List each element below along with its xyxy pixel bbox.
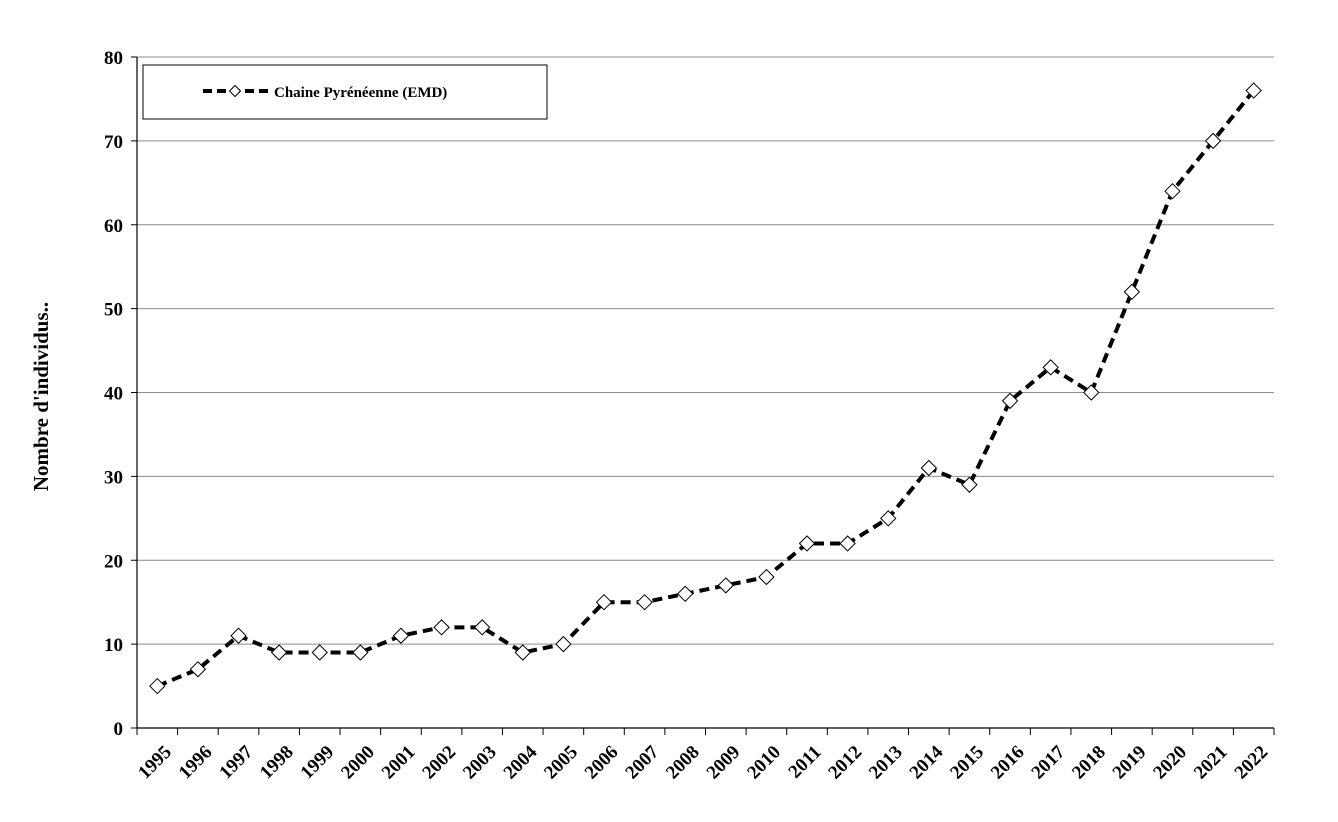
data-point — [433, 619, 450, 636]
x-tick-label: 2012 — [824, 742, 866, 784]
data-point — [230, 627, 247, 644]
x-tick-label: 2010 — [743, 742, 785, 784]
data-point — [595, 593, 613, 611]
x-tick-label: 2018 — [1068, 742, 1110, 784]
x-tick-label: 2004 — [500, 741, 542, 783]
x-tick-label: 1998 — [256, 742, 298, 784]
data-point — [1245, 82, 1262, 99]
data-point — [920, 459, 938, 477]
data-point — [1083, 384, 1100, 401]
x-tick-label: 2006 — [581, 742, 623, 784]
y-axis-label: Nombre d'individus.. — [29, 302, 53, 491]
y-tick-label: 0 — [114, 719, 124, 740]
x-tick-label: 2003 — [459, 742, 501, 784]
data-point — [149, 677, 166, 695]
x-tick-label: 2009 — [703, 742, 745, 784]
data-point — [514, 644, 531, 661]
data-point — [270, 644, 288, 661]
x-tick-label: 2020 — [1149, 742, 1191, 784]
data-point — [352, 644, 369, 661]
x-tick-label: 2016 — [987, 742, 1029, 784]
x-tick-label: 1996 — [175, 742, 217, 784]
y-tick-labels: 0 10 20 30 40 50 60 70 80 — [104, 48, 137, 740]
legend-marker — [228, 84, 242, 98]
x-tick-label: 2008 — [662, 742, 704, 784]
data-point — [1001, 392, 1019, 410]
data-point — [311, 644, 328, 661]
x-tick-label: 1995 — [134, 742, 176, 784]
data-point — [839, 535, 856, 552]
data-point — [1164, 182, 1181, 200]
gridlines — [137, 56, 1274, 645]
x-tick-label: 2022 — [1231, 742, 1273, 784]
x-tick-label: 2013 — [865, 742, 907, 784]
x-tick-label: 1997 — [215, 741, 257, 783]
y-tick-label: 20 — [104, 551, 123, 572]
y-tick-label: 50 — [104, 300, 123, 321]
x-tick-label: 2014 — [906, 741, 948, 783]
data-point — [880, 510, 897, 527]
series-layer — [149, 82, 1262, 695]
legend: Chaine Pyrénéenne (EMD) — [142, 64, 548, 120]
y-tick-label: 10 — [104, 635, 123, 656]
x-tick-label: 1999 — [297, 742, 339, 784]
x-tick-label: 2005 — [540, 742, 582, 784]
data-point — [798, 535, 816, 552]
y-tick-label: 60 — [104, 216, 123, 237]
data-point — [189, 661, 207, 678]
data-point — [676, 585, 694, 603]
data-point — [473, 619, 491, 636]
x-tick-label: 2011 — [785, 742, 826, 783]
x-tick-label: 2000 — [337, 742, 379, 784]
data-point — [555, 635, 572, 653]
y-tick-label: 70 — [104, 132, 123, 153]
x-tick-label: 2021 — [1190, 742, 1232, 784]
data-point — [1204, 132, 1222, 150]
data-point — [1042, 359, 1059, 376]
x-tick-label: 2017 — [1028, 741, 1070, 783]
legend-entry-label: Chaine Pyrénéenne (EMD) — [274, 85, 447, 101]
data-point — [392, 627, 410, 644]
data-point — [961, 476, 978, 493]
x-tick-label: 2015 — [946, 742, 988, 784]
x-tick-label: 2001 — [378, 742, 420, 784]
y-tick-label: 80 — [104, 48, 123, 69]
data-point — [636, 593, 653, 611]
y-tick-label: 30 — [104, 467, 123, 488]
data-point — [717, 577, 735, 594]
data-point — [758, 568, 775, 586]
y-tick-label: 40 — [104, 384, 123, 405]
series-line — [156, 89, 1256, 688]
x-tick-label: 2019 — [1109, 742, 1151, 784]
x-tick-label: 2007 — [621, 741, 663, 783]
x-tick-label: 2002 — [418, 742, 460, 784]
x-tick-labels: 1995199619971998199920002001200220032004… — [134, 728, 1275, 784]
data-point — [1123, 283, 1141, 301]
